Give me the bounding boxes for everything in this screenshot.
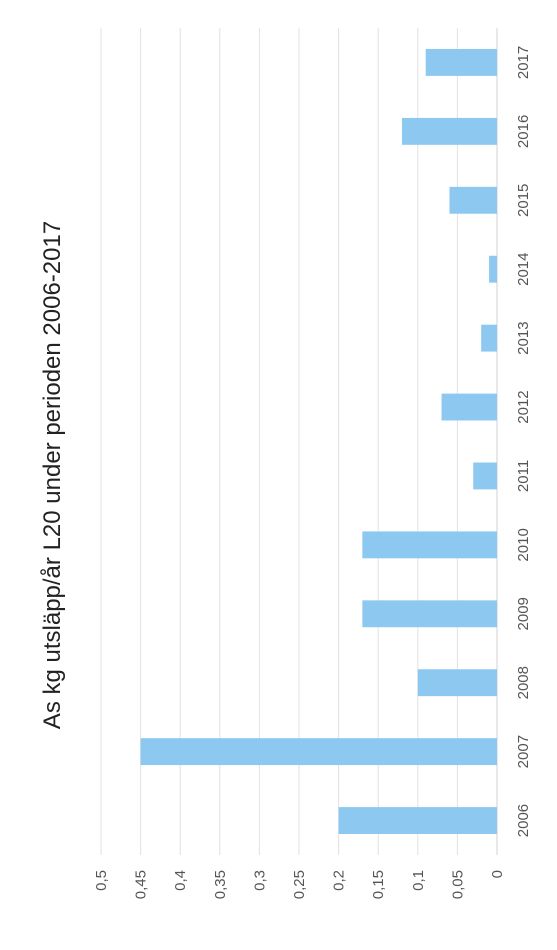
bar-2013 — [481, 324, 497, 352]
bar-2010 — [362, 531, 497, 559]
category-label-2012: 2012 — [515, 390, 532, 423]
value-tick-label: 0,45 — [133, 870, 150, 899]
category-label-2010: 2010 — [515, 528, 532, 561]
value-tick-label: 0,35 — [212, 870, 229, 899]
value-tick-label: 0,15 — [370, 870, 387, 899]
value-tick-label: 0,4 — [172, 870, 189, 891]
value-tick-label: 0,5 — [93, 870, 110, 891]
value-axis-ticks: 0 0,05 0,1 0,15 0,2 0,25 0,3 0,35 0,4 0,45 0,5 — [93, 870, 506, 899]
bar-2014 — [489, 255, 497, 283]
bar-2006 — [338, 807, 497, 834]
category-label-2011: 2011 — [515, 460, 532, 492]
gridlines — [100, 28, 498, 855]
value-tick-label: 0 — [489, 870, 506, 878]
value-tick-label: 0,2 — [331, 870, 348, 891]
category-label-2006: 2006 — [515, 804, 532, 837]
category-label-2015: 2015 — [515, 184, 532, 217]
bar-2008 — [417, 669, 497, 697]
value-tick-label: 0,3 — [251, 870, 268, 891]
bar-2007 — [140, 738, 497, 766]
bars — [140, 49, 497, 834]
category-label-2008: 2008 — [515, 666, 532, 699]
category-label-2009: 2009 — [515, 597, 532, 630]
value-tick-label: 0,25 — [291, 870, 308, 899]
bar-2017 — [425, 49, 497, 76]
category-label-2016: 2016 — [515, 115, 532, 148]
bar-2016 — [401, 117, 497, 145]
category-label-2007: 2007 — [515, 735, 532, 768]
category-label-2013: 2013 — [515, 321, 532, 354]
category-axis-labels: 2006 2007 2008 2009 2010 2011 2012 2013 2014 2015… — [515, 46, 532, 837]
bar-2011 — [473, 462, 497, 490]
value-tick-label: 0,05 — [449, 870, 466, 899]
chart-title: As kg utsläpp/år L20 under perioden 2006… — [39, 221, 66, 729]
bar-2009 — [362, 600, 497, 628]
category-label-2017: 2017 — [515, 46, 532, 79]
value-tick-label: 0,1 — [410, 870, 427, 891]
bar-2012 — [441, 393, 497, 421]
bar-2015 — [449, 186, 497, 214]
category-label-2014: 2014 — [515, 253, 532, 286]
